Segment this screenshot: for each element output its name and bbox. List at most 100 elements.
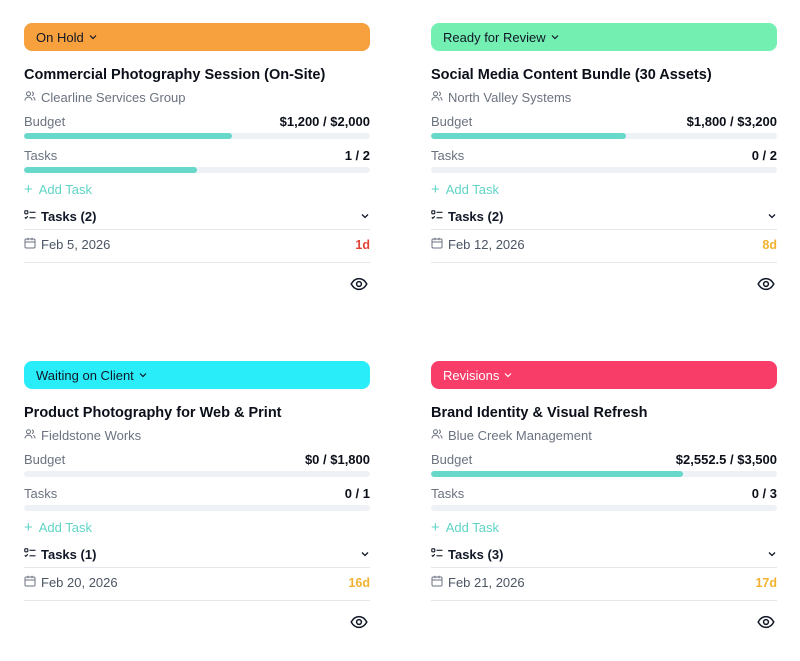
calendar-icon	[24, 575, 41, 590]
add-task-label: Add Task	[38, 520, 93, 535]
budget-label: Budget	[431, 452, 473, 467]
calendar-icon	[431, 237, 448, 252]
status-label: Revisions	[443, 367, 500, 383]
project-title: Brand Identity & Visual Refresh	[431, 405, 648, 421]
client-row: Fieldstone Works	[24, 428, 141, 443]
status-dropdown[interactable]: Revisions	[431, 361, 777, 389]
project-card: Revisions Brand Identity & Visual Refres…	[431, 361, 777, 629]
project-title: Product Photography for Web & Print	[24, 405, 282, 421]
budget-value: $2,552.5 / $3,500	[675, 452, 777, 467]
divider	[24, 600, 370, 601]
plus-icon: +	[431, 181, 440, 198]
chevron-down-icon	[767, 547, 777, 562]
add-task-button[interactable]: + Add Task	[24, 520, 92, 535]
client-row: North Valley Systems	[431, 90, 571, 105]
calendar-icon	[24, 237, 41, 252]
tasks-progress-bar	[431, 167, 777, 173]
status-label: Ready for Review	[443, 29, 546, 45]
project-title: Commercial Photography Session (On-Site)	[24, 67, 326, 83]
budget-progress-bar	[24, 471, 370, 477]
due-date: Feb 12, 2026	[448, 237, 525, 252]
status-dropdown[interactable]: On Hold	[24, 23, 370, 51]
days-remaining: 16d	[348, 575, 370, 590]
tasks-value: 0 / 3	[751, 486, 777, 501]
due-date-row: Feb 21, 2026 17d	[431, 575, 777, 590]
project-card: Waiting on Client Product Photography fo…	[24, 361, 370, 629]
client-name: North Valley Systems	[448, 90, 572, 105]
status-dropdown[interactable]: Waiting on Client	[24, 361, 370, 389]
tasks-progress-bar	[24, 167, 370, 173]
add-task-label: Add Task	[38, 182, 93, 197]
due-date: Feb 5, 2026	[41, 237, 111, 252]
divider	[24, 567, 370, 568]
tasks-toggle-label: Tasks (1)	[41, 546, 97, 562]
users-icon	[24, 428, 41, 443]
checklist-icon	[431, 209, 448, 224]
view-eye-icon[interactable]	[757, 277, 775, 291]
budget-row: Budget $2,552.5 / $3,500	[431, 452, 777, 467]
tasks-label: Tasks	[431, 148, 465, 163]
divider	[431, 600, 777, 601]
client-name: Clearline Services Group	[41, 90, 186, 105]
days-remaining: 17d	[755, 575, 777, 590]
budget-row: Budget $1,800 / $3,200	[431, 114, 777, 129]
add-task-label: Add Task	[445, 520, 500, 535]
tasks-progress-bar	[24, 505, 370, 511]
tasks-accordion-toggle[interactable]: Tasks (2)	[431, 204, 777, 228]
budget-progress-fill	[24, 133, 232, 139]
days-remaining: 8d	[762, 237, 777, 252]
users-icon	[431, 90, 448, 105]
chevron-down-icon	[767, 209, 777, 224]
tasks-toggle-label: Tasks (3)	[448, 546, 504, 562]
due-date-row: Feb 20, 2026 16d	[24, 575, 370, 590]
client-row: Clearline Services Group	[24, 90, 186, 105]
budget-progress-fill	[431, 471, 684, 477]
add-task-button[interactable]: + Add Task	[431, 182, 499, 197]
status-label: Waiting on Client	[36, 367, 134, 383]
add-task-label: Add Task	[445, 182, 500, 197]
view-eye-icon[interactable]	[757, 615, 775, 629]
tasks-accordion-toggle[interactable]: Tasks (1)	[24, 542, 370, 566]
add-task-button[interactable]: + Add Task	[24, 182, 92, 197]
tasks-value: 1 / 2	[344, 148, 370, 163]
tasks-row: Tasks 0 / 2	[431, 148, 777, 163]
add-task-button[interactable]: + Add Task	[431, 520, 499, 535]
checklist-icon	[431, 547, 448, 562]
client-name: Blue Creek Management	[448, 428, 592, 443]
tasks-row: Tasks 0 / 1	[24, 486, 370, 501]
due-date: Feb 20, 2026	[41, 575, 118, 590]
budget-progress-bar	[24, 133, 370, 139]
status-dropdown[interactable]: Ready for Review	[431, 23, 777, 51]
client-name: Fieldstone Works	[41, 428, 142, 443]
chevron-down-icon	[88, 32, 98, 42]
project-card: On Hold Commercial Photography Session (…	[24, 23, 370, 291]
checklist-icon	[24, 209, 41, 224]
tasks-label: Tasks	[24, 148, 58, 163]
budget-label: Budget	[24, 114, 66, 129]
chevron-down-icon	[360, 547, 370, 562]
budget-label: Budget	[431, 114, 473, 129]
view-eye-icon[interactable]	[350, 615, 368, 629]
divider	[24, 262, 370, 263]
budget-label: Budget	[24, 452, 66, 467]
divider	[24, 229, 370, 230]
tasks-label: Tasks	[431, 486, 465, 501]
plus-icon: +	[24, 181, 33, 198]
tasks-accordion-toggle[interactable]: Tasks (2)	[24, 204, 370, 228]
due-date-row: Feb 5, 2026 1d	[24, 237, 370, 252]
chevron-down-icon	[550, 32, 560, 42]
due-date: Feb 21, 2026	[448, 575, 525, 590]
view-eye-icon[interactable]	[350, 277, 368, 291]
due-date-row: Feb 12, 2026 8d	[431, 237, 777, 252]
budget-row: Budget $0 / $1,800	[24, 452, 370, 467]
tasks-accordion-toggle[interactable]: Tasks (3)	[431, 542, 777, 566]
project-title: Social Media Content Bundle (30 Assets)	[431, 67, 712, 83]
budget-progress-bar	[431, 471, 777, 477]
divider	[431, 262, 777, 263]
users-icon	[431, 428, 448, 443]
tasks-toggle-label: Tasks (2)	[448, 208, 504, 224]
tasks-row: Tasks 1 / 2	[24, 148, 370, 163]
users-icon	[24, 90, 41, 105]
budget-progress-bar	[431, 133, 777, 139]
calendar-icon	[431, 575, 448, 590]
